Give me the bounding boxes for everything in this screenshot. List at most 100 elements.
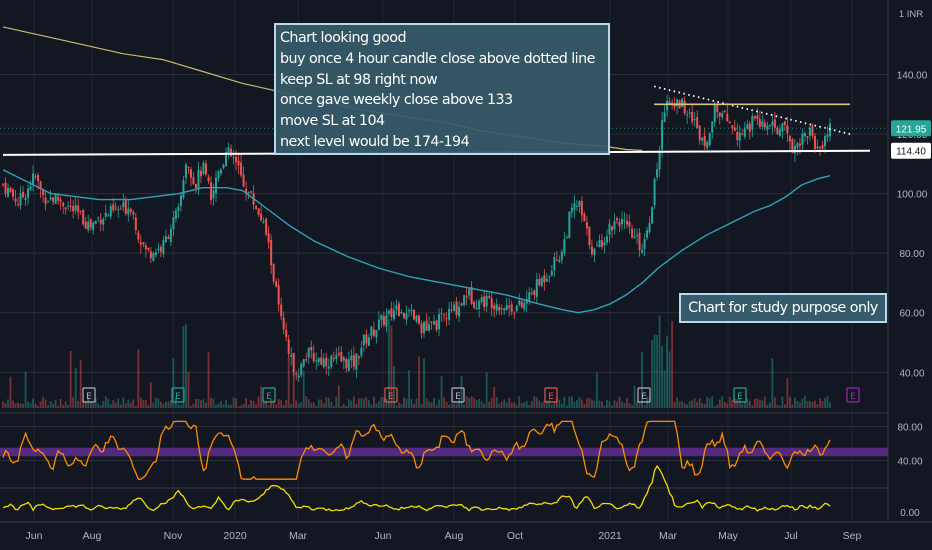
volume-bar — [791, 404, 794, 408]
candle-body — [285, 329, 288, 338]
volume-bar — [312, 402, 315, 408]
candle-body — [230, 148, 233, 157]
volume-bar — [701, 402, 704, 408]
volume-bar — [465, 396, 468, 408]
volume-bar — [440, 376, 443, 408]
candle-body — [440, 313, 443, 315]
volume-bar — [743, 401, 746, 408]
candle-body — [19, 193, 22, 206]
candle-body — [475, 307, 478, 310]
volume-bar — [335, 396, 338, 408]
indicator-tick-label: 80.00 — [897, 423, 922, 434]
candle-body — [164, 236, 167, 243]
candle-body — [114, 207, 117, 209]
candle-body — [686, 114, 689, 116]
candle-body — [718, 112, 721, 117]
volume-bar — [558, 399, 561, 408]
volume-bar — [548, 399, 551, 408]
volume-bar — [806, 401, 809, 408]
time-tick-label: 2021 — [598, 530, 622, 542]
price-tick-label: 40.00 — [899, 368, 924, 379]
volume-bar — [731, 399, 734, 408]
candle-body — [405, 313, 408, 320]
volume-bar — [302, 370, 305, 408]
candle-body — [290, 354, 293, 357]
volume-bar — [97, 403, 100, 408]
earnings-marker-icon — [171, 387, 185, 403]
volume-bar — [513, 402, 516, 408]
candle-body — [773, 119, 776, 128]
candle-body — [535, 279, 538, 298]
volume-bar — [144, 400, 147, 408]
candle-body — [370, 326, 373, 336]
volume-bar — [245, 397, 247, 408]
volume-bar — [761, 400, 764, 408]
candle-body — [618, 221, 621, 227]
price-badge: 121.95 — [891, 120, 931, 137]
volume-bar — [320, 399, 323, 408]
candle-body — [748, 123, 751, 132]
candle-body — [347, 359, 350, 372]
volume-bar — [713, 405, 716, 408]
volume-bar — [222, 404, 225, 408]
candle-body — [104, 212, 107, 217]
candle-body — [821, 145, 824, 150]
volume-bar — [117, 398, 120, 408]
candle-body — [673, 103, 676, 108]
candle-body — [811, 125, 814, 136]
volume-bar — [322, 403, 325, 408]
candle-body — [300, 363, 303, 376]
candle-body — [788, 135, 791, 142]
volume-bar — [257, 396, 260, 408]
candle-body — [415, 315, 418, 322]
candle-body — [751, 116, 754, 130]
time-tick-label: Jul — [784, 530, 797, 542]
candle-body — [84, 221, 87, 229]
candle-body — [420, 323, 423, 334]
volume-bar — [753, 398, 756, 408]
candle-body — [49, 197, 52, 200]
volume-bar — [29, 403, 32, 408]
volume-bar — [598, 400, 601, 408]
candle-body — [523, 302, 526, 310]
candle-body — [177, 206, 180, 211]
candle-body — [292, 353, 295, 373]
volume-bar — [578, 396, 581, 408]
candle-body — [320, 357, 323, 365]
volume-bar — [137, 349, 140, 408]
candle-body — [438, 313, 441, 330]
volume-bar — [450, 403, 453, 408]
volume-bar — [170, 400, 172, 408]
volume-bar — [789, 396, 791, 408]
volume-bar — [37, 405, 39, 408]
volume-bar — [671, 320, 674, 408]
candle-body — [42, 189, 45, 196]
candle-body — [119, 208, 122, 210]
volume-bar — [829, 402, 831, 408]
volume-bar — [362, 398, 365, 408]
volume-bar — [134, 405, 137, 408]
candle-body — [633, 236, 636, 238]
volume-bar — [212, 398, 215, 408]
volume-bar — [378, 401, 380, 408]
volume-bar — [763, 396, 766, 408]
candle-body — [57, 196, 60, 201]
indicator-tick-label: 40.00 — [897, 457, 922, 468]
volume-bar — [733, 398, 736, 408]
candle-body — [525, 299, 528, 304]
volume-bar — [758, 399, 761, 408]
volume-bar — [172, 358, 175, 408]
volume-bar — [475, 400, 478, 408]
candle-body — [758, 119, 761, 127]
candle-body — [62, 202, 65, 207]
volume-bar — [102, 401, 105, 408]
candle-body — [47, 201, 50, 203]
volume-bar — [390, 325, 393, 408]
volume-bar — [310, 402, 313, 408]
volume-bar — [227, 404, 230, 408]
volume-bar — [39, 401, 42, 408]
volume-bar — [485, 372, 488, 408]
candle-body — [367, 337, 370, 346]
volume-bar — [205, 402, 207, 408]
time-tick-label: Jun — [375, 530, 392, 542]
